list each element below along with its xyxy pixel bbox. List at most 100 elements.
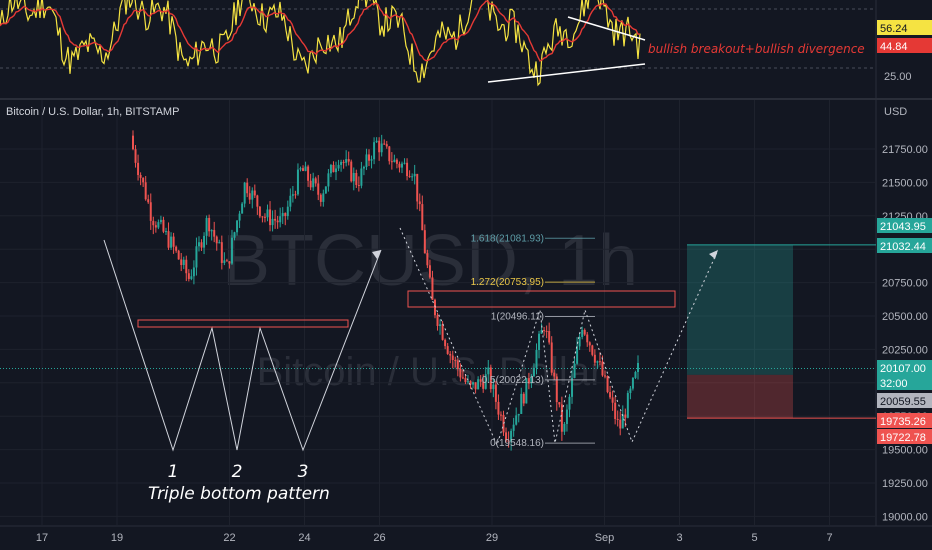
symbol-legend[interactable]: Bitcoin / U.S. Dollar, 1h, BITSTAMP xyxy=(6,106,180,118)
candle-body xyxy=(629,388,632,394)
candle-body xyxy=(383,143,386,145)
fibonacci-extension[interactable]: 1.618(21081.93) 1.272(20753.95) 1(20496.11… xyxy=(471,233,595,449)
candle-body xyxy=(474,382,477,390)
candle-body xyxy=(560,404,563,432)
rsi-value-badge-bg xyxy=(877,20,932,35)
resistance-box xyxy=(407,290,676,308)
candle-body xyxy=(456,360,459,369)
candle-body xyxy=(540,329,543,334)
candle-body xyxy=(418,201,421,205)
price-tick-label: 19500.00 xyxy=(882,445,928,457)
grid-lines xyxy=(0,100,876,526)
candle-body xyxy=(373,142,376,160)
candle-body xyxy=(517,413,520,416)
time-tick-label: 22 xyxy=(223,532,235,544)
candle-body xyxy=(261,216,264,218)
candle-body xyxy=(487,367,490,375)
candle-body xyxy=(439,324,442,326)
candle-body xyxy=(586,334,589,343)
candle-body xyxy=(164,231,167,233)
fib-level-label: 0.5(20022.13) xyxy=(482,375,544,386)
candle-body xyxy=(368,154,371,161)
candle-body xyxy=(601,361,604,376)
price-tick-label: 20250.00 xyxy=(882,344,928,356)
candle-body xyxy=(350,161,353,182)
candle-body xyxy=(276,220,279,223)
candle-body xyxy=(520,393,523,414)
candle-body xyxy=(619,419,622,429)
candle-body xyxy=(347,159,350,162)
candle-body xyxy=(236,220,239,233)
candle-body xyxy=(253,190,256,196)
candle-body xyxy=(314,178,317,184)
price-badge-bg xyxy=(877,429,932,444)
candle-body xyxy=(507,440,510,442)
candle-body xyxy=(403,162,406,164)
candle-body xyxy=(444,339,447,347)
candle-body xyxy=(532,367,535,377)
candle-body xyxy=(302,168,305,171)
candle-body xyxy=(200,242,203,248)
price-badge: 20107.00 xyxy=(880,363,926,375)
candle-body xyxy=(588,342,591,346)
price-badge-bg xyxy=(877,393,932,408)
candle-body xyxy=(505,432,508,441)
price-badge-bg xyxy=(877,375,932,390)
time-axis[interactable]: 17 19 22 24 26 29 Sep 3 5 7 xyxy=(36,532,833,544)
bottom-label-1: 1 xyxy=(168,462,179,482)
candle-body xyxy=(634,371,637,378)
bottom-label-3: 3 xyxy=(298,462,309,482)
time-tick-label: 24 xyxy=(298,532,310,544)
price-badges: 56.24 44.84 21043.95 21032.44 20107.00 32:00 2… xyxy=(877,20,932,444)
time-tick-label: Sep xyxy=(595,532,615,544)
candle-body xyxy=(606,375,609,393)
candle-body xyxy=(337,164,340,169)
candle-body xyxy=(340,161,343,165)
candle-body xyxy=(157,222,160,228)
candle-body xyxy=(398,163,401,168)
candle-body xyxy=(535,350,538,368)
candle-body xyxy=(416,173,419,202)
candle-body xyxy=(393,159,396,163)
candle-body xyxy=(543,329,546,331)
candle-body xyxy=(411,176,414,178)
candle-body xyxy=(459,368,462,378)
price-badge: 20059.55 xyxy=(880,396,926,408)
long-position-tool[interactable] xyxy=(0,244,876,419)
candle-body xyxy=(591,345,594,355)
candle-body xyxy=(281,213,284,217)
candle-body xyxy=(583,329,586,335)
candle-body xyxy=(400,163,403,168)
candle-body xyxy=(142,177,145,183)
candle-body xyxy=(484,374,487,389)
candle-body xyxy=(159,219,162,223)
pattern-drawings[interactable] xyxy=(103,227,719,452)
candle-body xyxy=(152,220,155,226)
candle-body xyxy=(304,166,307,171)
candle-body xyxy=(319,194,322,202)
candle-body xyxy=(477,379,480,390)
candle-body xyxy=(329,164,332,174)
candle-body xyxy=(246,182,249,194)
price-tick-label: 21500.00 xyxy=(882,177,928,189)
candle-body xyxy=(596,361,599,363)
candle-body xyxy=(568,396,571,410)
candle-body xyxy=(248,193,251,200)
candle-body xyxy=(461,377,464,379)
rsi-value-badge: 56.24 xyxy=(880,23,908,35)
candle-body xyxy=(609,392,612,398)
candle-body xyxy=(294,194,297,196)
candle-body xyxy=(324,186,327,194)
candle-body xyxy=(545,330,548,332)
candle-body xyxy=(286,206,289,217)
candle-body xyxy=(497,401,500,415)
candle-body xyxy=(139,175,142,178)
candle-body xyxy=(233,232,236,238)
candle-body xyxy=(555,376,558,403)
candle-body xyxy=(335,168,338,173)
candle-body xyxy=(395,159,398,164)
candle-body xyxy=(380,143,383,153)
candle-body xyxy=(352,172,355,182)
candle-body xyxy=(454,360,457,362)
